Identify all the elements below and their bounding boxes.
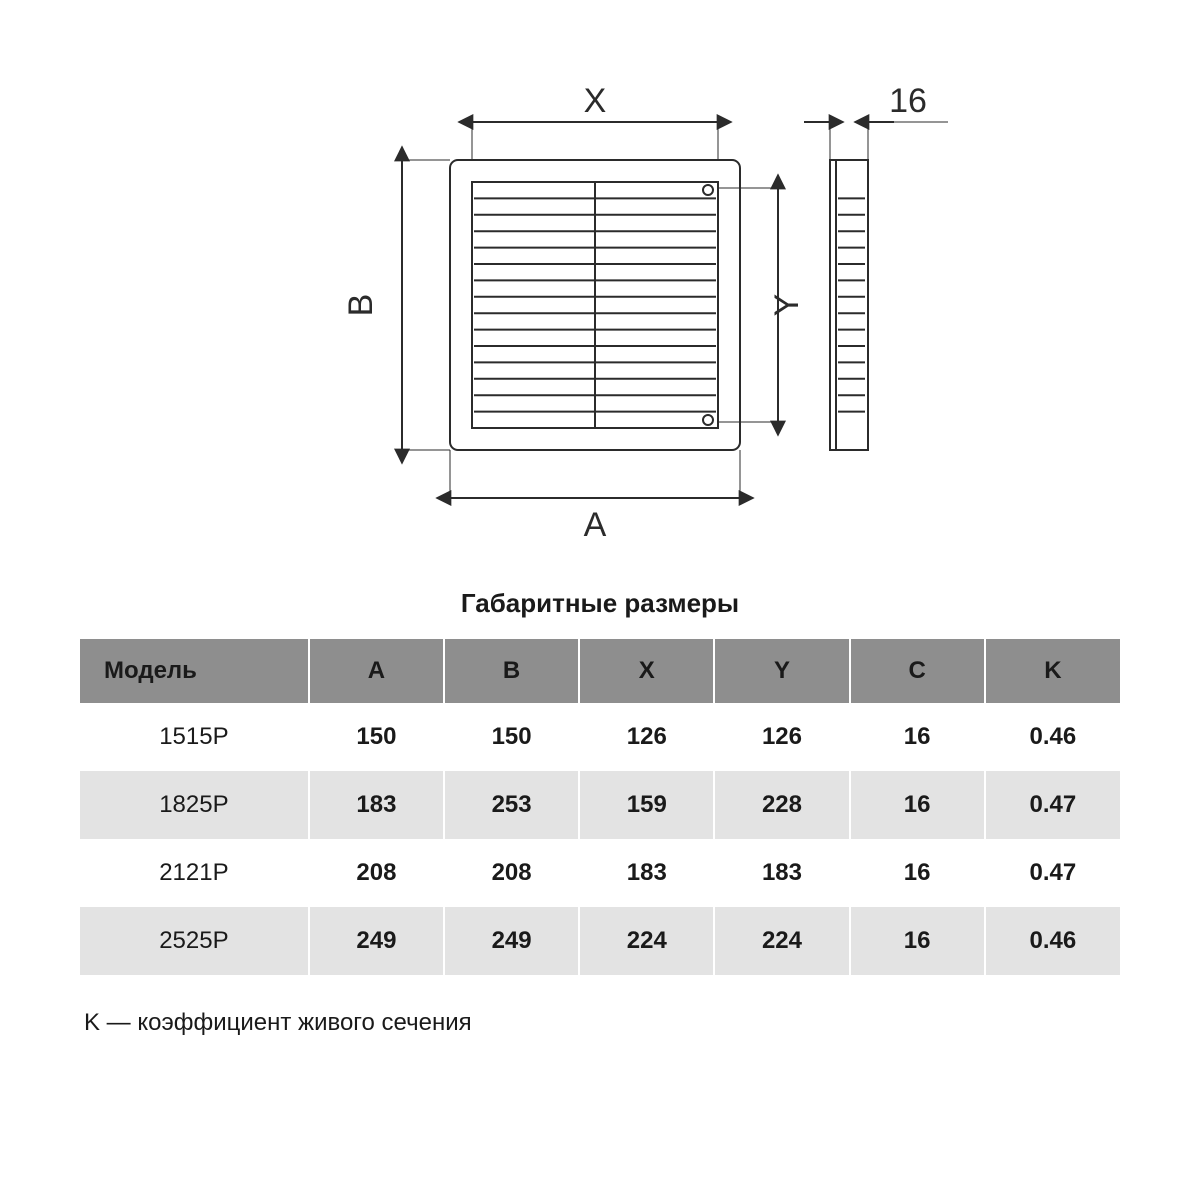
value-cell: 150 [309, 703, 444, 771]
model-cell: 1825P [80, 771, 309, 839]
value-cell: 0.47 [985, 839, 1120, 907]
value-cell: 159 [579, 771, 714, 839]
value-cell: 0.47 [985, 771, 1120, 839]
value-cell: 0.46 [985, 703, 1120, 771]
value-cell: 126 [714, 703, 849, 771]
value-cell: 16 [850, 839, 985, 907]
value-cell: 150 [444, 703, 579, 771]
value-cell: 249 [309, 907, 444, 975]
dimensions-table: МодельABXYCK 1515P150150126126160.461825… [80, 639, 1120, 975]
value-cell: 224 [714, 907, 849, 975]
model-cell: 2121P [80, 839, 309, 907]
table-row: 1825P183253159228160.47 [80, 771, 1120, 839]
footnote: K — коэффициент живого сечения [80, 1009, 1120, 1037]
value-cell: 253 [444, 771, 579, 839]
table-row: 2121P208208183183160.47 [80, 839, 1120, 907]
value-cell: 16 [850, 703, 985, 771]
table-row: 2525P249249224224160.46 [80, 907, 1120, 975]
svg-text:A: A [584, 506, 607, 544]
table-row: 1515P150150126126160.46 [80, 703, 1120, 771]
svg-text:16: 16 [889, 82, 927, 120]
value-cell: 126 [579, 703, 714, 771]
svg-text:X: X [584, 82, 607, 120]
technical-diagram: X A B Y 16 [80, 40, 1120, 560]
svg-text:B: B [342, 294, 380, 317]
col-header: A [309, 639, 444, 703]
model-cell: 2525P [80, 907, 309, 975]
value-cell: 183 [714, 839, 849, 907]
value-cell: 16 [850, 771, 985, 839]
col-header: K [985, 639, 1120, 703]
value-cell: 224 [579, 907, 714, 975]
value-cell: 228 [714, 771, 849, 839]
value-cell: 208 [309, 839, 444, 907]
value-cell: 249 [444, 907, 579, 975]
table-title: Габаритные размеры [80, 588, 1120, 619]
svg-text:Y: Y [768, 294, 806, 317]
value-cell: 0.46 [985, 907, 1120, 975]
value-cell: 183 [579, 839, 714, 907]
col-header: Y [714, 639, 849, 703]
model-cell: 1515P [80, 703, 309, 771]
col-header: B [444, 639, 579, 703]
value-cell: 183 [309, 771, 444, 839]
col-header: X [579, 639, 714, 703]
col-header: Модель [80, 639, 309, 703]
value-cell: 16 [850, 907, 985, 975]
col-header: C [850, 639, 985, 703]
value-cell: 208 [444, 839, 579, 907]
